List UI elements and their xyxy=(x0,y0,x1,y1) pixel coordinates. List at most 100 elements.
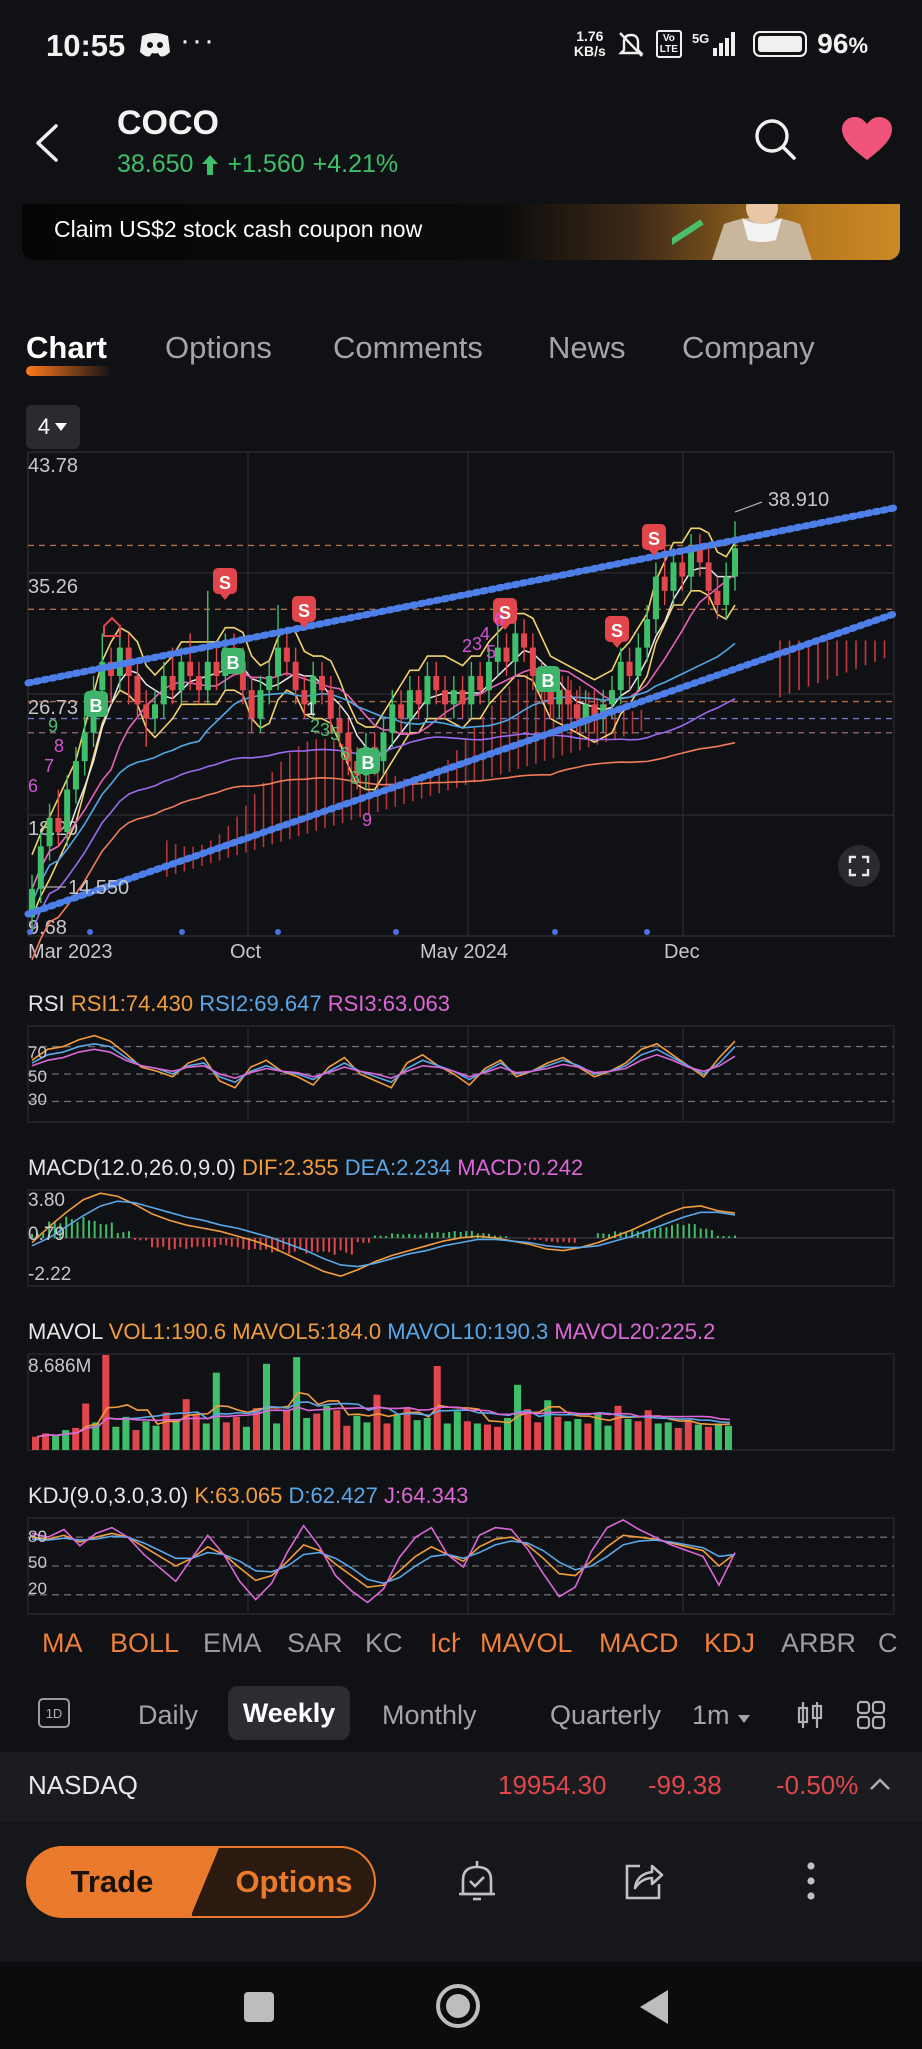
search-icon xyxy=(755,119,796,160)
indicator-bar: MA BOLL EMA SAR KC Ich MAVOL MACD KDJ AR… xyxy=(0,1622,922,1672)
back-button[interactable] xyxy=(24,116,74,170)
rsi-chart[interactable]: 70 50 30 xyxy=(0,1024,922,1124)
search-button[interactable] xyxy=(752,116,798,162)
macd-legend: MACD(12.0,26.0,9.0) DIF:2.355 DEA:2.234 … xyxy=(28,1155,584,1180)
share-button[interactable] xyxy=(618,1856,668,1906)
volume-bar xyxy=(192,1414,200,1450)
trade-button[interactable]: Trade xyxy=(26,1846,222,1918)
candle-body xyxy=(152,704,159,719)
buy-marker xyxy=(221,648,245,674)
volume-bar xyxy=(343,1425,351,1450)
volume-bar xyxy=(283,1410,291,1450)
options-button[interactable]: Options xyxy=(190,1846,376,1918)
tab-options[interactable]: Options xyxy=(165,330,272,365)
fullscreen-button[interactable] xyxy=(838,845,880,887)
candle-body xyxy=(64,789,71,833)
index-ticker-bar[interactable]: NASDAQ 19954.30 -99.38 -0.50% xyxy=(0,1752,922,1822)
plot-border xyxy=(27,1353,895,1451)
volume-bar xyxy=(142,1421,150,1450)
indicator-arbr[interactable]: ARBR xyxy=(781,1628,857,1658)
volume-bar xyxy=(32,1436,40,1450)
favorite-button[interactable] xyxy=(840,116,894,162)
sell-marker-label: S xyxy=(648,529,660,549)
grid-icon xyxy=(856,1700,886,1730)
x-tick-label: May 2024 xyxy=(420,941,508,960)
candle-body xyxy=(169,675,176,691)
sequence-number: 3 xyxy=(472,634,482,654)
sell-marker-label: S xyxy=(499,603,511,623)
indicator-more[interactable]: C xyxy=(878,1628,898,1658)
indicator-ichimoku[interactable]: Ich xyxy=(430,1628,460,1658)
indicator-boll[interactable]: BOLL xyxy=(110,1628,180,1658)
volume-bar xyxy=(242,1426,250,1450)
candle-body xyxy=(160,675,167,705)
y-tick-label: -2.22 xyxy=(28,1264,71,1285)
candlestick-icon xyxy=(797,1702,823,1728)
last-price: 38.650 xyxy=(117,150,194,178)
volume-bar xyxy=(202,1423,210,1450)
candle-style-button[interactable] xyxy=(796,1700,824,1735)
indicator-kc[interactable]: KC xyxy=(365,1628,403,1658)
arrow-up-icon xyxy=(202,154,219,175)
volume-bar xyxy=(383,1423,391,1450)
volume-bar xyxy=(92,1422,100,1450)
kdj-chart[interactable]: 80 50 20 xyxy=(0,1516,922,1616)
indicator-macd[interactable]: MACD xyxy=(599,1628,679,1658)
sequence-number: 7 xyxy=(44,756,54,776)
indicator-mavol[interactable]: MAVOL xyxy=(480,1628,573,1658)
volume-bar xyxy=(423,1417,431,1450)
volume-chart[interactable]: 8.686M xyxy=(0,1352,922,1452)
event-dot xyxy=(87,929,93,935)
tab-comments[interactable]: Comments xyxy=(333,330,483,365)
high-price-label: 38.910 xyxy=(768,489,829,511)
index-name: NASDAQ xyxy=(28,1770,138,1800)
period-minute-select[interactable]: 1m xyxy=(692,1700,751,1731)
recents-button[interactable] xyxy=(244,1992,274,2022)
volume-bar xyxy=(333,1410,341,1450)
candle-body xyxy=(81,732,88,762)
candle-body xyxy=(644,619,651,648)
volume-bar xyxy=(584,1423,592,1450)
period-daily[interactable]: Daily xyxy=(138,1700,199,1730)
share-icon xyxy=(625,1864,664,1900)
tab-company[interactable]: Company xyxy=(682,330,815,365)
period-monthly[interactable]: Monthly xyxy=(382,1700,477,1730)
intraday-button[interactable]: 1D xyxy=(38,1698,70,1728)
indicator-kdj[interactable]: KDJ xyxy=(704,1628,756,1658)
volume-bar xyxy=(132,1430,140,1450)
more-button[interactable] xyxy=(786,1856,836,1906)
candle-body xyxy=(292,661,299,691)
period-quarterly[interactable]: Quarterly xyxy=(550,1700,662,1730)
buy-marker xyxy=(356,748,380,774)
y-tick-label: 80 xyxy=(28,1527,47,1546)
volume-bar xyxy=(222,1422,230,1450)
price-alert-button[interactable] xyxy=(452,1856,502,1906)
macd-chart[interactable]: 3.80 0.79 -2.22 xyxy=(0,1188,922,1288)
indicator-ema[interactable]: EMA xyxy=(203,1628,262,1658)
more-notifications: ··· xyxy=(180,24,216,57)
home-button[interactable] xyxy=(436,1984,480,2028)
promo-banner[interactable]: Claim US$2 stock cash coupon now xyxy=(22,204,900,260)
status-time: 10:55 xyxy=(46,28,126,63)
period-weekly[interactable]: Weekly xyxy=(228,1686,350,1740)
tab-chart[interactable]: Chart xyxy=(26,330,107,365)
candle-body xyxy=(617,661,624,691)
volume-bar xyxy=(544,1400,552,1450)
candle-body xyxy=(55,817,62,833)
candle-body xyxy=(406,690,413,719)
volume-bar xyxy=(122,1416,130,1450)
indicator-ma[interactable]: MA xyxy=(42,1628,83,1658)
y-tick-label: 26.73 xyxy=(28,697,78,719)
candle-body xyxy=(239,661,246,691)
indicator-sar[interactable]: SAR xyxy=(287,1628,343,1658)
candle-body xyxy=(37,846,44,889)
chevron-left-icon xyxy=(36,124,58,162)
kdj-legend: KDJ(9.0,3.0,3.0) K:63.065 D:62.427 J:64.… xyxy=(28,1483,469,1508)
alarm-check-icon xyxy=(459,1861,495,1901)
layout-grid-button[interactable] xyxy=(856,1700,886,1735)
system-back-button[interactable] xyxy=(636,1988,672,2026)
tab-news[interactable]: News xyxy=(548,330,626,365)
candle-body xyxy=(389,704,396,733)
chart-layout-select[interactable]: 4 xyxy=(26,405,80,449)
